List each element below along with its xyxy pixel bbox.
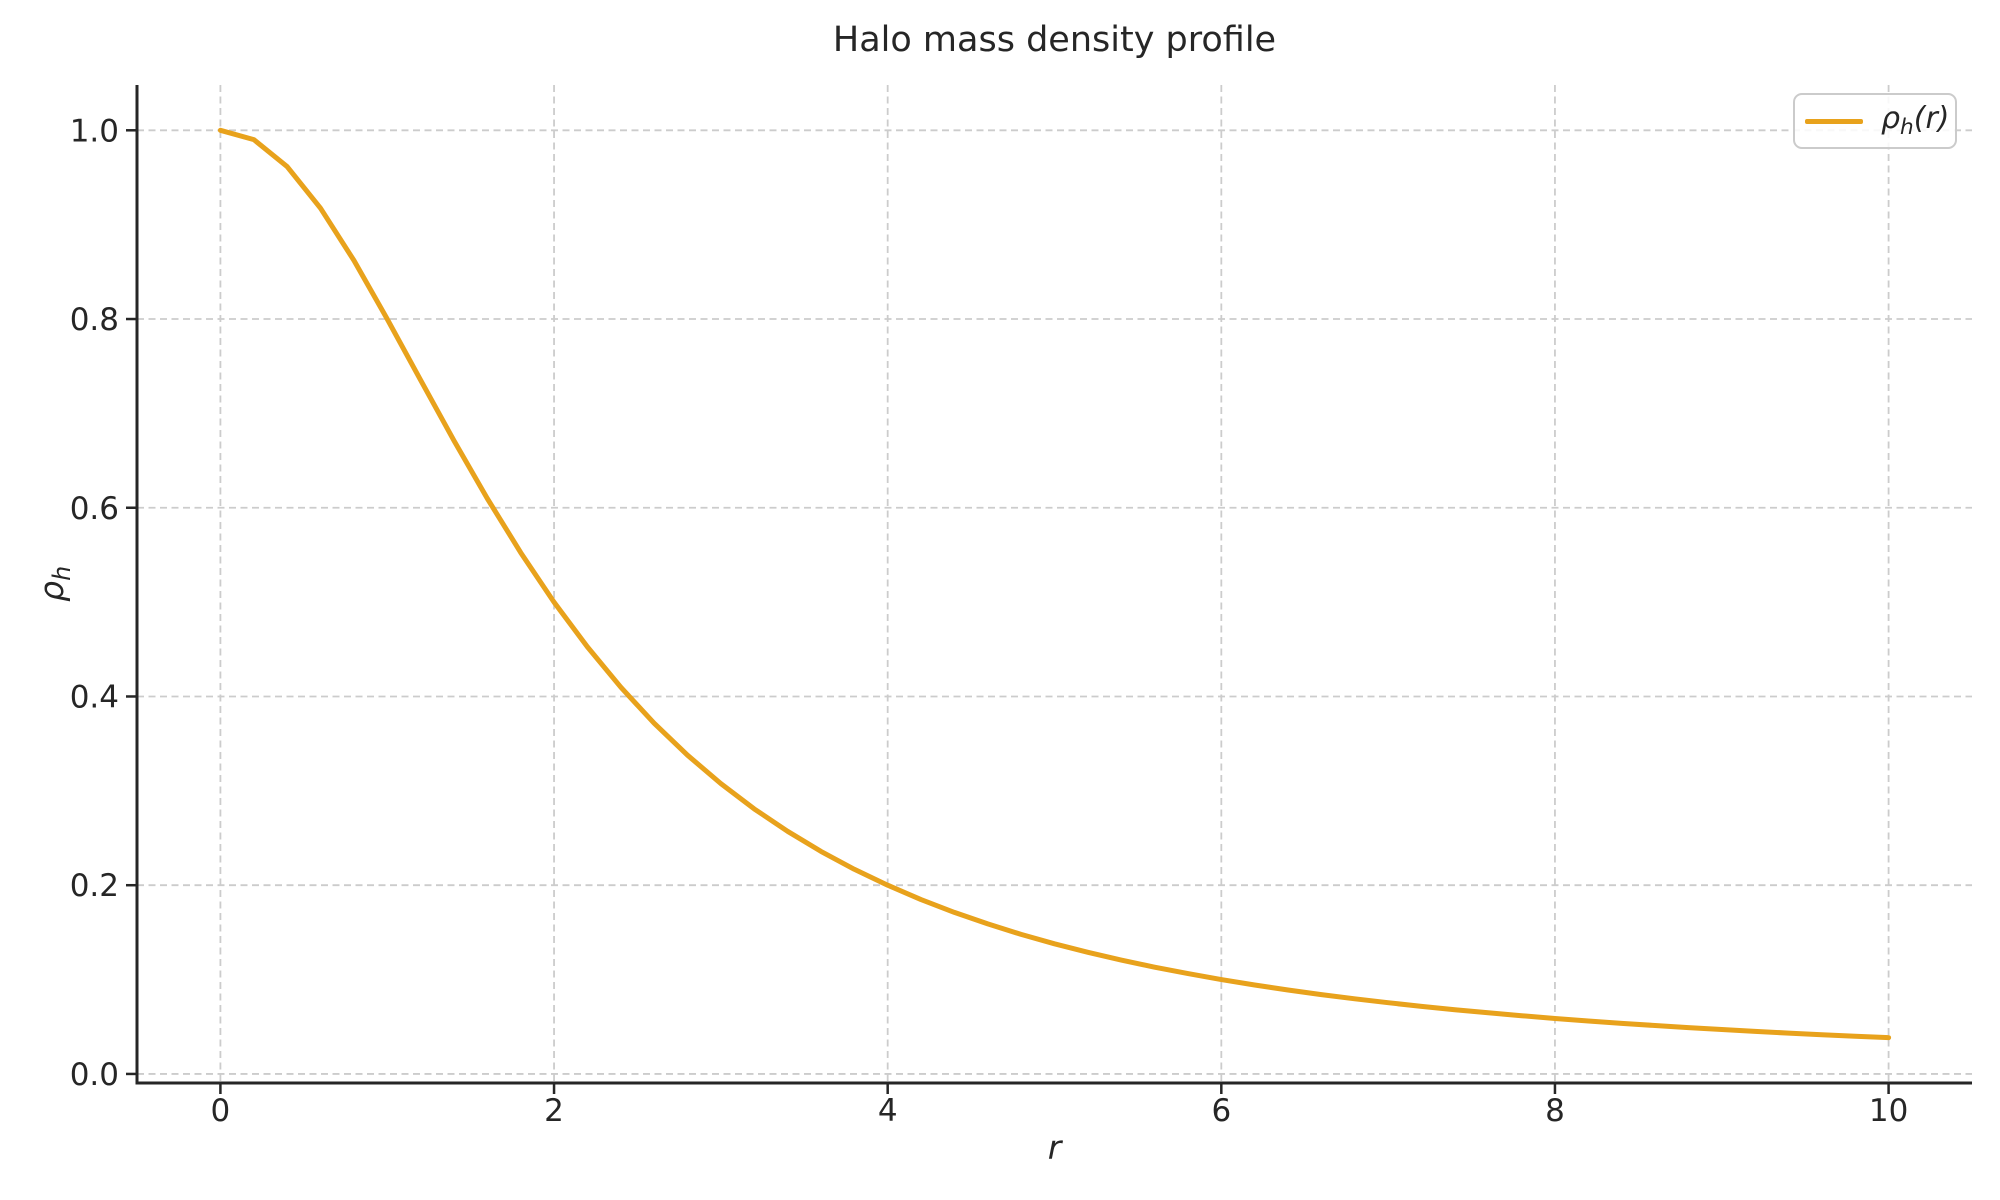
legend-subscript: h [1900, 115, 1914, 141]
y-tick-label: 0.2 [70, 868, 119, 904]
axis-layer: 0 2 4 6 8 10 0.0 0.2 0.4 0.6 0.8 1.0 [70, 85, 1972, 1129]
x-tick-label: 8 [1545, 1093, 1565, 1129]
legend-entry-label: ρh(r) [1881, 101, 1949, 140]
x-tick-label: 10 [1869, 1093, 1908, 1129]
x-tick-label: 0 [211, 1093, 231, 1129]
x-tick-label: 6 [1211, 1093, 1231, 1129]
x-tick-label: 4 [878, 1093, 898, 1129]
legend-line-swatch [1805, 118, 1863, 124]
density-curve [217, 127, 1892, 1041]
legend-argument: (r) [1913, 101, 1950, 137]
y-tick-label: 0.6 [70, 491, 119, 527]
grid-layer [137, 85, 1972, 1083]
chart-title: Halo mass density profile [832, 20, 1277, 60]
x-axis-label: r [1047, 1128, 1062, 1167]
y-axis-label-symbol: ρ [32, 580, 72, 602]
y-tick-label: 0.8 [70, 302, 119, 338]
x-tick-label: 2 [544, 1093, 564, 1129]
curve-layer [217, 127, 1892, 1041]
y-axis-label-subscript: h [47, 565, 76, 581]
legend: ρh(r) [1793, 93, 1957, 149]
legend-symbol: ρ [1881, 101, 1901, 137]
y-axis-label: ρh [32, 504, 76, 664]
y-tick-label: 1.0 [70, 113, 119, 149]
y-tick-label: 0.4 [70, 679, 119, 715]
y-tick-label: 0.0 [70, 1057, 119, 1093]
